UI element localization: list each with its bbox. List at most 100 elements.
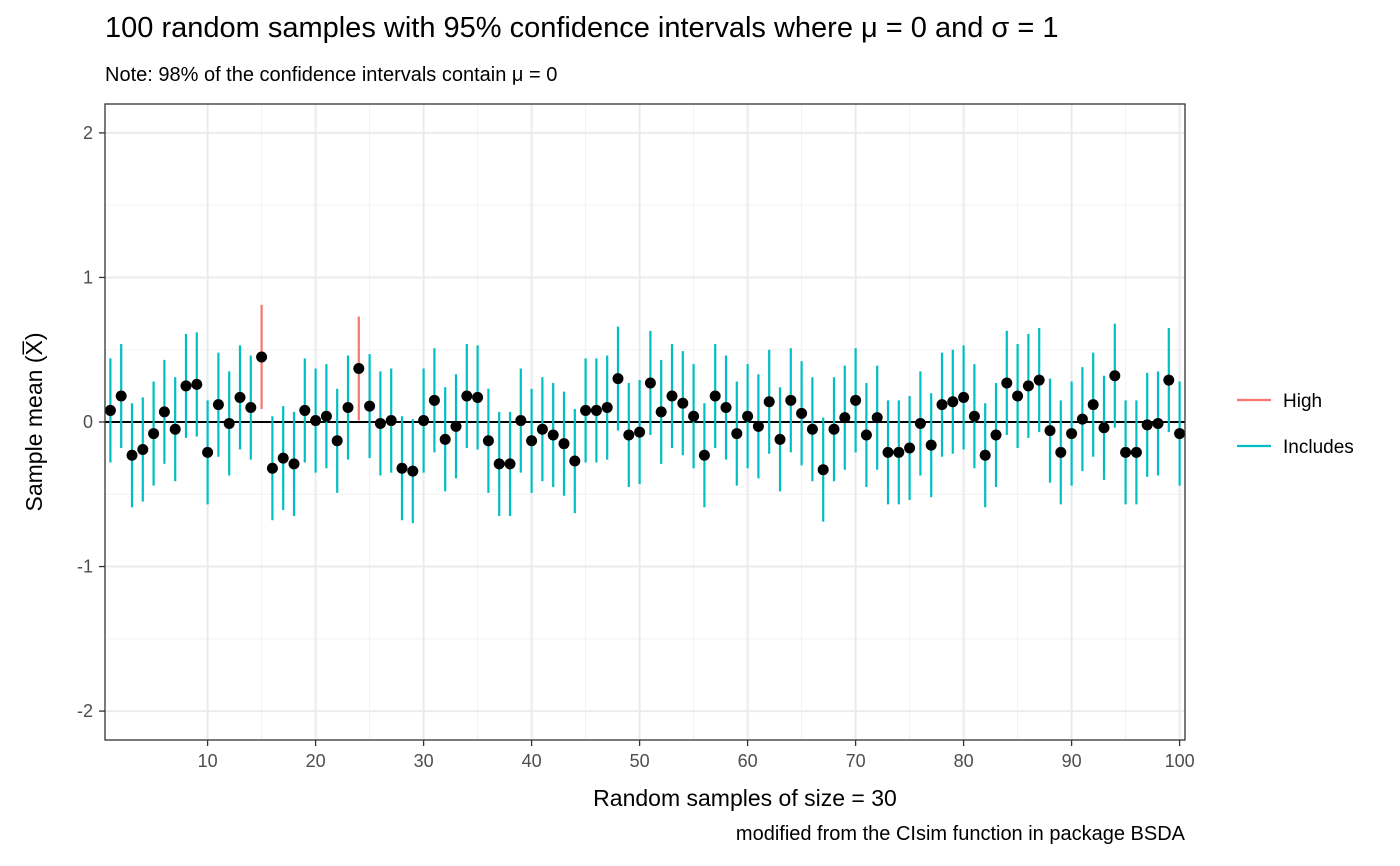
sample-mean-point xyxy=(752,420,764,432)
sample-mean-point xyxy=(331,435,343,447)
sample-mean-point xyxy=(677,397,689,409)
sample-mean-point xyxy=(1163,374,1175,386)
sample-mean-point xyxy=(882,446,894,458)
sample-mean-point xyxy=(1174,428,1186,440)
sample-mean-point xyxy=(968,410,980,422)
y-axis-title: Sample mean (X̅) xyxy=(21,333,47,512)
x-tick-label: 10 xyxy=(198,751,218,771)
sample-mean-point xyxy=(1022,380,1034,392)
sample-mean-point xyxy=(796,407,808,419)
sample-mean-point xyxy=(925,439,937,451)
x-tick-label: 80 xyxy=(954,751,974,771)
sample-mean-point xyxy=(1130,446,1142,458)
x-tick-label: 100 xyxy=(1165,751,1195,771)
legend-label-high: High xyxy=(1283,391,1322,412)
sample-mean-point xyxy=(191,378,203,390)
sample-mean-point xyxy=(1055,446,1067,458)
sample-mean-point xyxy=(720,402,732,414)
sample-mean-point xyxy=(979,449,991,461)
y-tick-label: 1 xyxy=(83,267,93,287)
sample-mean-point xyxy=(914,417,926,429)
chart-caption: modified from the CIsim function in pack… xyxy=(735,823,1185,845)
sample-mean-point xyxy=(871,412,883,424)
sample-mean-point xyxy=(277,452,289,464)
sample-mean-point xyxy=(1152,417,1164,429)
sample-mean-point xyxy=(515,415,527,427)
x-axis-title: Random samples of size = 30 xyxy=(593,785,897,811)
legend-label-includes: Includes xyxy=(1283,437,1354,458)
sample-mean-point xyxy=(180,380,192,392)
sample-mean-point xyxy=(504,458,516,470)
sample-mean-point xyxy=(396,462,408,474)
sample-mean-point xyxy=(774,433,786,445)
sample-mean-point xyxy=(590,404,602,416)
sample-mean-point xyxy=(958,391,970,403)
x-tick-label: 90 xyxy=(1062,751,1082,771)
sample-mean-point xyxy=(828,423,840,435)
sample-mean-point xyxy=(580,404,592,416)
sample-mean-point xyxy=(461,390,473,402)
sample-mean-point xyxy=(547,429,559,441)
legend: High Includes xyxy=(1237,391,1354,458)
sample-mean-point xyxy=(785,394,797,406)
sample-mean-point xyxy=(472,391,484,403)
sample-mean-point xyxy=(418,415,430,427)
sample-mean-point xyxy=(904,442,916,454)
sample-mean-point xyxy=(364,400,376,412)
sample-mean-point xyxy=(1098,422,1110,434)
sample-mean-point xyxy=(439,433,451,445)
sample-mean-point xyxy=(601,402,613,414)
sample-mean-point xyxy=(115,390,127,402)
sample-mean-point xyxy=(104,404,116,416)
sample-mean-point xyxy=(1066,428,1078,440)
sample-mean-point xyxy=(1076,413,1088,425)
x-tick-label: 50 xyxy=(630,751,650,771)
y-tick-label: -2 xyxy=(77,701,93,721)
sample-mean-point xyxy=(137,443,149,455)
sample-mean-point xyxy=(1044,425,1056,437)
sample-mean-point xyxy=(1120,446,1132,458)
sample-mean-point xyxy=(374,417,386,429)
sample-mean-point xyxy=(482,435,494,447)
sample-mean-point xyxy=(428,394,440,406)
sample-mean-point xyxy=(742,410,754,422)
x-tick-label: 20 xyxy=(306,751,326,771)
x-tick-label: 60 xyxy=(738,751,758,771)
sample-mean-point xyxy=(709,390,721,402)
sample-mean-point xyxy=(698,449,710,461)
sample-mean-point xyxy=(817,464,829,476)
sample-mean-point xyxy=(839,412,851,424)
axis-layer: 10 20 30 40 50 60 70 80 90 100 -2 -1 0 1 2 xyxy=(77,123,1195,771)
sample-mean-point xyxy=(850,394,862,406)
sample-mean-point xyxy=(644,377,656,389)
sample-mean-point xyxy=(1001,377,1013,389)
sample-mean-point xyxy=(245,402,257,414)
sample-mean-point xyxy=(212,399,224,411)
sample-mean-point xyxy=(569,455,581,467)
sample-mean-point xyxy=(558,438,570,450)
sample-mean-point xyxy=(299,404,311,416)
sample-mean-point xyxy=(169,423,181,435)
sample-mean-point xyxy=(655,406,667,418)
sample-mean-point xyxy=(126,449,138,461)
sample-mean-point xyxy=(223,417,235,429)
sample-mean-point xyxy=(234,391,246,403)
y-tick-label: 0 xyxy=(83,412,93,432)
sample-mean-point xyxy=(688,410,700,422)
y-tick-label: -1 xyxy=(77,557,93,577)
sample-mean-point xyxy=(806,423,818,435)
chart-subtitle: Note: 98% of the confidence intervals co… xyxy=(105,64,558,86)
chart-title: 100 random samples with 95% confidence i… xyxy=(105,12,1059,44)
sample-mean-point xyxy=(450,420,462,432)
sample-mean-point xyxy=(202,446,214,458)
sample-mean-point xyxy=(893,446,905,458)
sample-mean-point xyxy=(936,399,948,411)
sample-mean-point xyxy=(536,423,548,435)
y-tick-label: 2 xyxy=(83,123,93,143)
x-tick-label: 40 xyxy=(522,751,542,771)
sample-mean-point xyxy=(493,458,505,470)
point-layer xyxy=(104,351,1186,477)
sample-mean-point xyxy=(763,396,775,408)
sample-mean-point xyxy=(731,428,743,440)
